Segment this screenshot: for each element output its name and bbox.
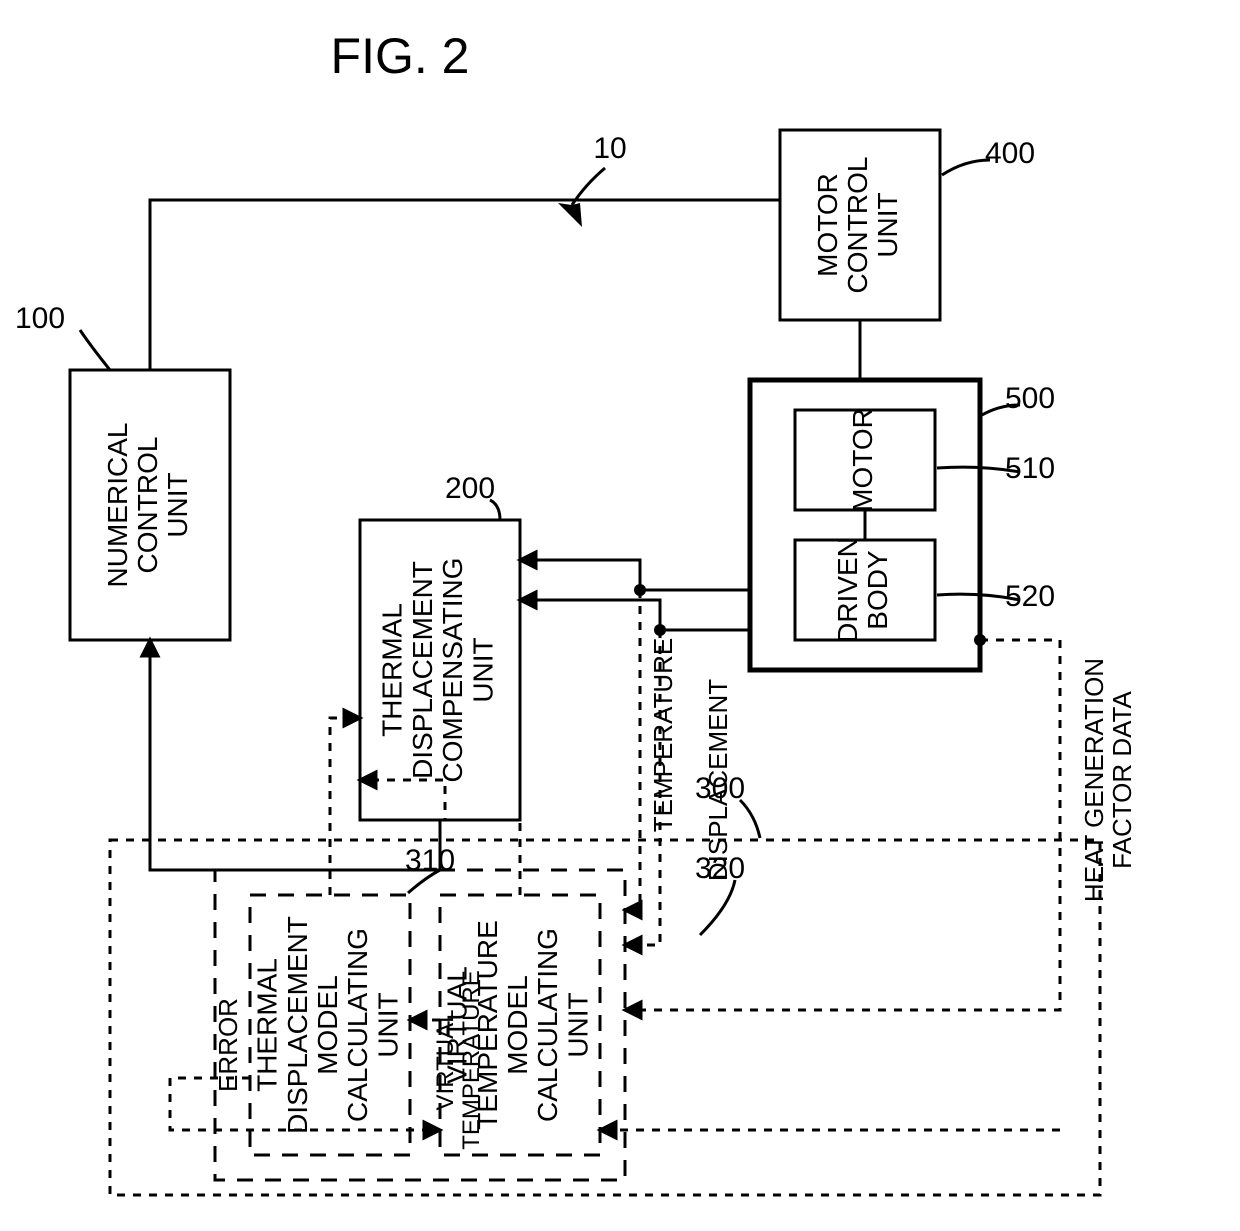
figure-title: FIG. 2 (331, 28, 470, 84)
label-displacement: DISPLACEMENT (703, 679, 733, 881)
edge-heatgen-model (625, 640, 1060, 1010)
edge-temp-model (625, 590, 640, 910)
ref-100-leader (80, 330, 110, 370)
ref-400: 400 (985, 137, 1035, 170)
ref-310: 310 (405, 844, 455, 877)
diagram-canvas: FIG. 210NUMERICALCONTROLUNITMOTORCONTROL… (0, 0, 1240, 1231)
ref-500: 500 (1005, 382, 1055, 415)
ref-100: 100 (15, 302, 65, 335)
driven_body-label: DRIVENBODY (832, 537, 893, 643)
ref-510: 510 (1005, 452, 1055, 485)
ref-300-leader (740, 800, 760, 838)
label-temperature: TEMPERATURE (648, 638, 678, 833)
edge-nc-mc (150, 200, 780, 370)
t_disp_model-label: THERMALDISPLACEMENTMODELCALCULATINGUNIT (252, 916, 404, 1134)
ref-200: 200 (445, 472, 495, 505)
label-error: ERROR (213, 998, 243, 1092)
edge-tdm-tdc (330, 718, 360, 895)
edge-disp-tdc (520, 600, 750, 630)
edge-temp-tdc (520, 560, 750, 590)
ref-system-arrow (558, 203, 582, 227)
ref-system: 10 (593, 132, 626, 165)
ref-320-leader (700, 880, 735, 935)
label-heat-gen: HEAT GENERATIONFACTOR DATA (1079, 658, 1137, 902)
ref-400-leader (942, 160, 990, 175)
ref-520: 520 (1005, 580, 1055, 613)
motor-label: MOTOR (847, 408, 878, 512)
